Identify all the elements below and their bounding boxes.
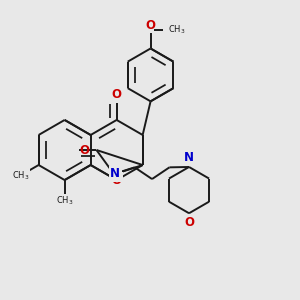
Text: N: N [184,151,194,164]
Text: O: O [112,88,122,101]
Text: O: O [112,173,122,187]
Text: CH$_3$: CH$_3$ [12,169,30,182]
Text: O: O [80,143,90,157]
Text: CH$_3$: CH$_3$ [56,194,74,207]
Text: O: O [184,216,194,230]
Text: O: O [146,19,156,32]
Text: CH$_3$: CH$_3$ [168,24,185,36]
Text: N: N [110,167,120,180]
